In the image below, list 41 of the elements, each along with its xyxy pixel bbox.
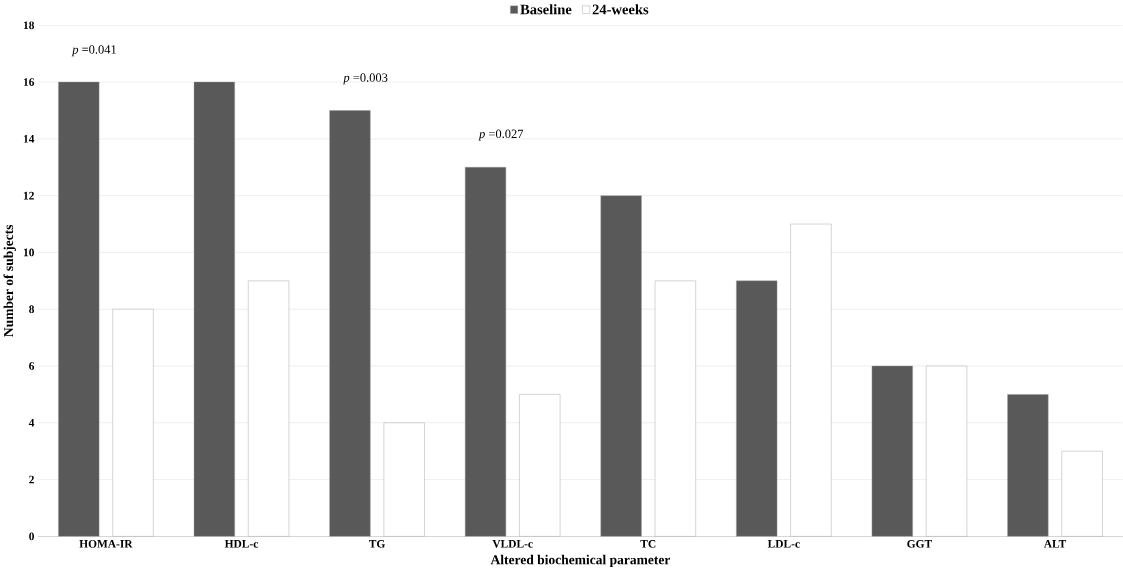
bar bbox=[112, 309, 154, 537]
x-tick-label: LDL-c bbox=[767, 540, 800, 548]
bar bbox=[58, 82, 100, 537]
bar bbox=[925, 366, 968, 537]
bar bbox=[464, 167, 507, 537]
y-tick-label: 0 bbox=[29, 532, 34, 541]
bar bbox=[248, 280, 290, 537]
annotation: p =0.041 bbox=[71, 45, 116, 57]
x-axis-title: Altered biochemical parameter bbox=[490, 555, 671, 568]
x-tick-label: TG bbox=[368, 540, 385, 548]
legend-label: Baseline bbox=[520, 4, 572, 15]
bar bbox=[871, 366, 913, 537]
y-tick-label: 14 bbox=[23, 135, 35, 143]
y-tick-label: 10 bbox=[23, 248, 34, 257]
x-tick-label: ALT bbox=[1043, 540, 1067, 548]
y-tick-label: 18 bbox=[23, 21, 35, 30]
x-tick-label: HDL-c bbox=[224, 540, 259, 548]
bar bbox=[193, 82, 235, 537]
annotation: p =0.027 bbox=[478, 129, 524, 141]
y-axis-title: Number of subjects bbox=[3, 225, 16, 338]
x-tick-label: TC bbox=[640, 540, 656, 548]
bar bbox=[1007, 394, 1049, 537]
bar bbox=[1061, 451, 1103, 537]
y-tick-label: 4 bbox=[28, 419, 35, 427]
bar bbox=[600, 195, 642, 537]
bar bbox=[654, 280, 696, 537]
y-tick-label: 16 bbox=[23, 78, 35, 87]
y-tick-label: 6 bbox=[29, 362, 35, 371]
x-tick-label: HOMA-IR bbox=[79, 540, 133, 548]
y-tick-label: 12 bbox=[23, 192, 34, 200]
y-tick-label: 8 bbox=[29, 305, 35, 314]
x-tick-label: GGT bbox=[907, 540, 932, 548]
y-tick-label: 2 bbox=[29, 476, 34, 484]
x-tick-label: VLDL-c bbox=[492, 540, 533, 548]
bar bbox=[790, 224, 832, 537]
bar bbox=[736, 280, 778, 537]
bar bbox=[519, 394, 561, 537]
annotation: p =0.003 bbox=[342, 73, 388, 85]
bar bbox=[329, 110, 371, 537]
legend-label: 24-weeks bbox=[592, 4, 649, 15]
bar bbox=[383, 422, 425, 537]
